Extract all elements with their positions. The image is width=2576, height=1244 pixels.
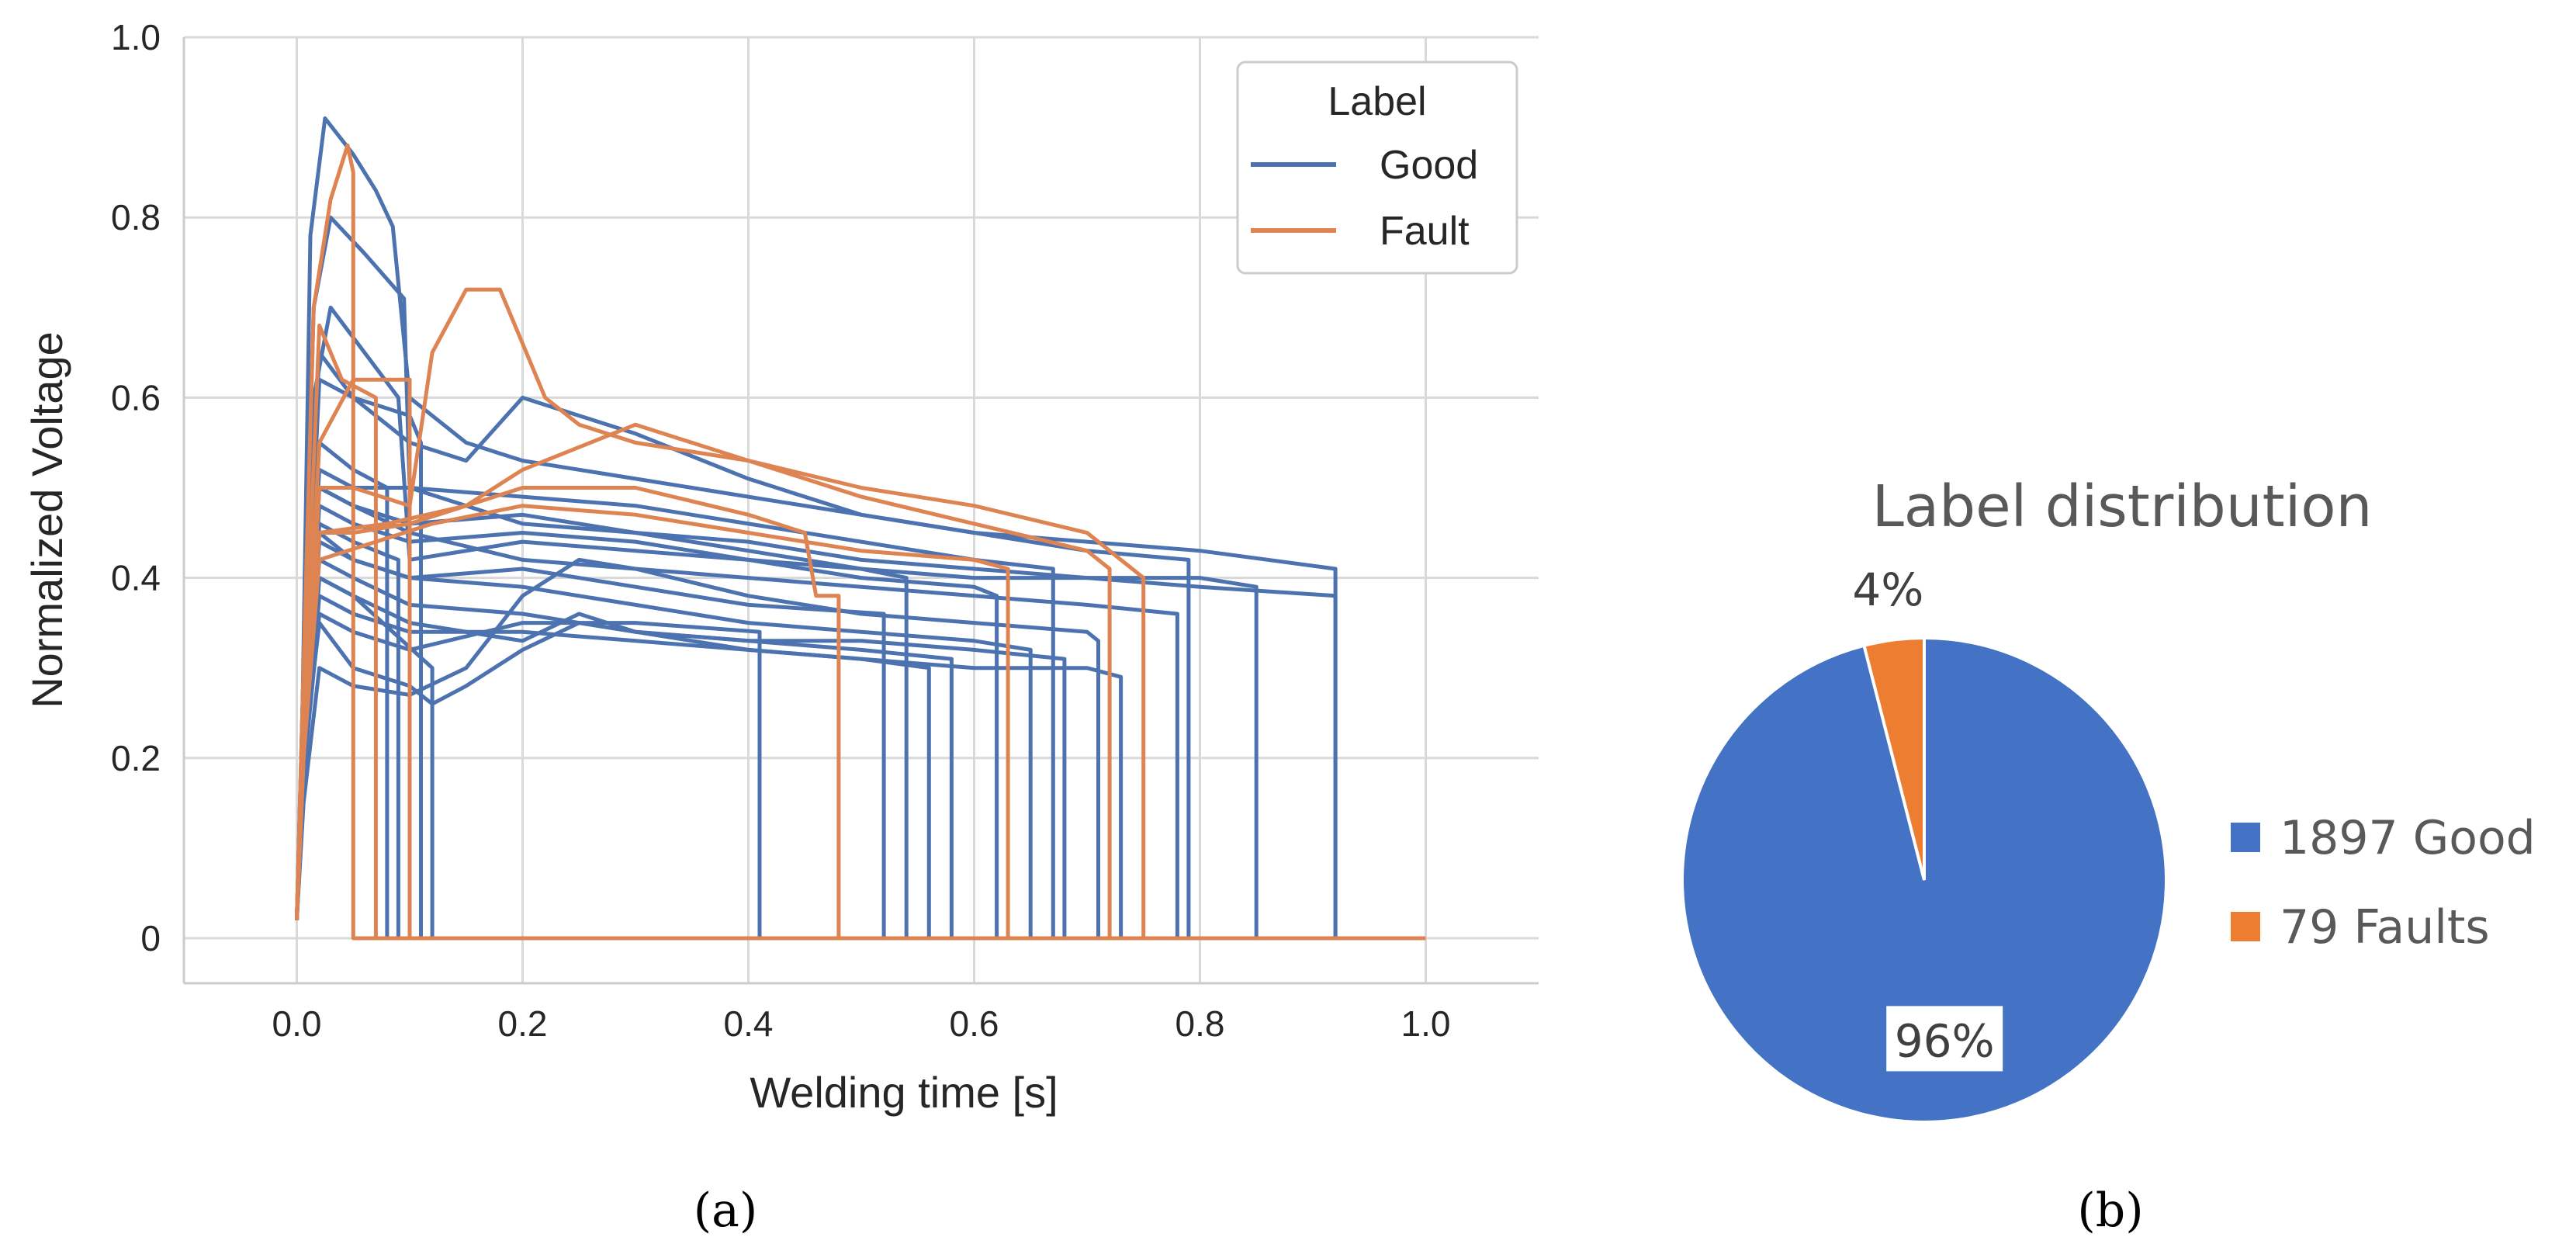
voltage-line-chart: 0.0 0.2 0.4 0.6 0.8 1.0 0 0.2 0.4 0.6 0.8 1.0 Weld… — [23, 17, 1539, 1117]
pie-data-labels: 96% 4% — [1852, 563, 2003, 1072]
pie-legend-swatch-faults — [2231, 912, 2260, 941]
series-line-good — [295, 531, 1033, 938]
x-tick-label: 0.4 — [724, 1003, 774, 1044]
pie-legend-swatch-good — [2231, 823, 2260, 852]
series-line-fault — [295, 143, 1426, 941]
x-tick-label: 1.0 — [1401, 1003, 1451, 1044]
caption-b: (b) — [2077, 1183, 2143, 1238]
chart-series-lines — [295, 116, 1426, 941]
series-line-good — [295, 350, 1191, 938]
series-line-good — [295, 539, 886, 938]
x-tick-label: 0.8 — [1175, 1003, 1225, 1044]
pie-legend-label-faults: 79 Faults — [2280, 900, 2490, 955]
y-tick-label: 1.0 — [111, 17, 161, 57]
series-line-good — [295, 612, 762, 938]
pie-title: Label distribution — [1872, 473, 2373, 540]
pie-label-good: 96% — [1895, 1014, 1995, 1067]
y-axis-label: Normalized Voltage — [23, 331, 71, 709]
pie-label-faults: 4% — [1852, 563, 1923, 616]
pie-slice-faults — [1861, 636, 1926, 881]
y-tick-label: 0.8 — [111, 197, 161, 237]
series-line-fault — [295, 504, 1010, 938]
x-tick-label: 0.2 — [498, 1003, 548, 1044]
pie-slices — [1680, 636, 2168, 1124]
series-line-good — [295, 116, 1338, 938]
legend-label-good: Good — [1380, 143, 1478, 188]
y-tick-label: 0.2 — [111, 738, 161, 778]
y-tick-labels: 0 0.2 0.4 0.6 0.8 1.0 — [111, 17, 161, 958]
y-tick-label: 0 — [140, 918, 161, 958]
x-axis-label: Welding time [s] — [750, 1068, 1058, 1117]
series-line-good — [295, 557, 1100, 938]
series-line-fault — [295, 486, 841, 938]
legend-box — [1236, 61, 1518, 275]
series-line-good — [295, 305, 1259, 938]
x-tick-label: 0.6 — [950, 1003, 999, 1044]
series-line-fault — [295, 422, 1112, 938]
y-tick-label: 0.6 — [111, 377, 161, 418]
pie-label-bg — [1886, 1006, 2003, 1072]
pie-legend-label-good: 1897 Good — [2280, 811, 2536, 865]
chart-axes — [182, 37, 1539, 985]
x-tick-labels: 0.0 0.2 0.4 0.6 0.8 1.0 — [272, 1003, 1451, 1044]
series-line-fault — [295, 287, 1146, 938]
x-tick-label: 0.0 — [272, 1003, 322, 1044]
caption-a: (a) — [694, 1183, 758, 1238]
legend-title: Label — [1328, 79, 1426, 124]
y-tick-label: 0.4 — [111, 558, 161, 598]
pie-legend: 1897 Good 79 Faults — [2231, 811, 2536, 955]
series-line-good — [295, 621, 1067, 938]
chart-legend: Label Good Fault — [1236, 61, 1518, 275]
legend-label-fault: Fault — [1380, 209, 1470, 254]
label-distribution-pie-chart: Label distribution 96% 4% 1897 Good 79 Fa… — [1680, 473, 2536, 1124]
